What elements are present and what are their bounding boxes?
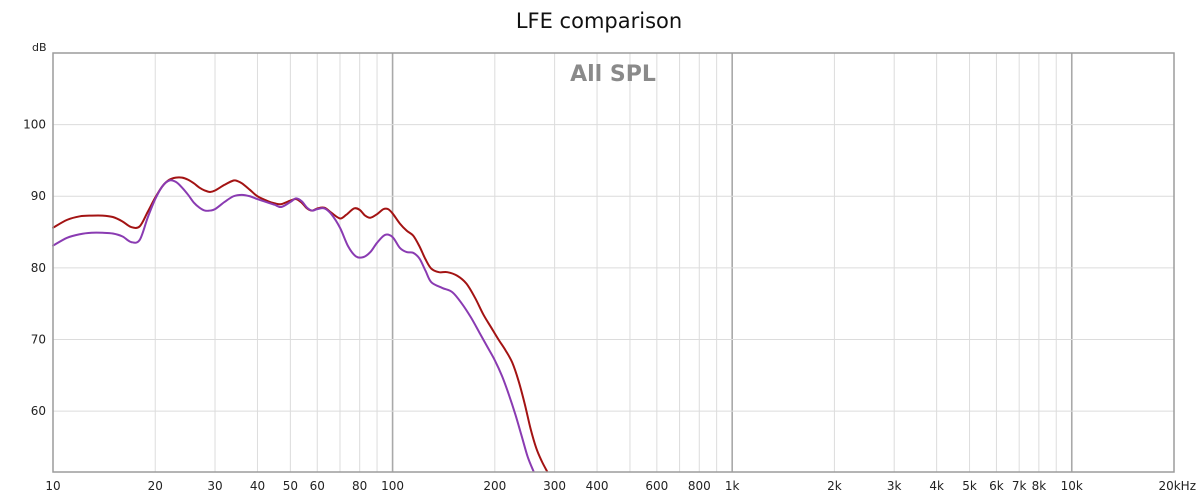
y-tick-label: 100 [23,118,46,132]
x-tick-label: 10k [1061,479,1083,493]
x-tick-label: 6k [989,479,1004,493]
x-tick-label: 5k [962,479,977,493]
x-tick-label: 40 [250,479,265,493]
x-tick-label: 300 [543,479,566,493]
x-tick-label: 10 [45,479,60,493]
x-tick-label: 30 [207,479,222,493]
x-tick-label: 800 [688,479,711,493]
x-tick-label: 20 [148,479,163,493]
x-tick-label: 60 [310,479,325,493]
x-tick-label: 50 [283,479,298,493]
y-tick-label: 60 [31,404,46,418]
x-axis-tick-labels: 10 20 30 40 50 60 80 100 200 300 400 600 800 1k 2k 3k 4k… [45,479,1196,493]
chart-watermark: All SPL [570,62,656,87]
x-tick-label: 7k [1012,479,1027,493]
x-tick-label: 80 [352,479,367,493]
x-tick-label: 600 [645,479,668,493]
x-tick-label: 4k [929,479,944,493]
series-line-2 [52,179,535,473]
x-tick-label: 3k [887,479,902,493]
grid-lines [53,53,1174,472]
x-tick-label: 2k [827,479,842,493]
series-layer [52,176,549,473]
x-tick-label: 8k [1032,479,1047,493]
plot-area [53,53,1174,472]
x-tick-label: 400 [586,479,609,493]
x-tick-label: 200 [483,479,506,493]
chart-title: LFE comparison [516,9,682,33]
x-tick-label: 20kHz [1158,479,1196,493]
plot-frame [52,52,1175,473]
y-axis-tick-labels: 60 70 80 90 100 [23,118,46,418]
y-tick-label: 90 [31,189,46,203]
y-tick-label: 80 [31,261,46,275]
y-axis-unit-label: dB [32,41,47,54]
y-tick-label: 70 [31,332,46,346]
x-tick-label: 1k [725,479,740,493]
x-tick-label: 100 [381,479,404,493]
